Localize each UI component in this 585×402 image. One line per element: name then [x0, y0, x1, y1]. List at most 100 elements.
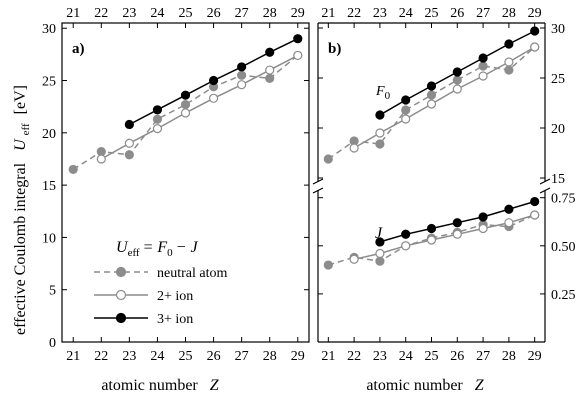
panel-a-point	[180, 108, 191, 118]
axis-break-mark	[539, 187, 551, 194]
panel-a-point	[96, 154, 106, 164]
panel-a-point	[265, 47, 275, 57]
label-j: J	[375, 225, 383, 242]
x-tick-label-top: 25	[425, 6, 439, 21]
x-tick-label: 27	[476, 349, 490, 364]
panel-a-point	[152, 124, 163, 134]
label-f0-subscript: 0	[385, 90, 391, 102]
legend-formula-rest: − J	[176, 239, 199, 256]
panel-b-f0-point	[349, 143, 359, 153]
panel-b-f0-point	[504, 57, 514, 67]
panel-a-point	[265, 73, 275, 84]
y-tick-label: 30	[42, 22, 56, 37]
panel-b-f0-point	[426, 99, 437, 109]
x-tick-label: 28	[502, 349, 516, 364]
panel-b-j-point	[478, 212, 488, 222]
panel-a-point	[293, 34, 303, 44]
x-axis-symbol: Z	[475, 377, 485, 394]
x-tick-label: 23	[373, 349, 387, 364]
panel-b-j-point	[530, 210, 540, 220]
legend-formula-eq: = F	[143, 239, 168, 256]
y-tick-label-right: 30	[551, 22, 565, 37]
panel-b-f0-point	[323, 154, 333, 164]
panel-label-b: b)	[328, 41, 341, 57]
x-tick-label-top: 26	[450, 6, 464, 21]
x-tick-label: 23	[122, 349, 136, 364]
y-axis-subscript: eff	[20, 123, 32, 135]
legend-formula-f-sub: 0	[167, 247, 173, 259]
panel-b-f0-point	[530, 26, 540, 36]
x-tick-label: 27	[235, 349, 249, 364]
panel-b-f0-point	[375, 110, 385, 120]
x-tick-label: 25	[179, 349, 193, 364]
panel-b-f0-point	[530, 42, 540, 52]
legend-marker	[115, 289, 127, 301]
y-tick-label: 20	[42, 127, 56, 142]
x-tick-label: 21	[321, 349, 335, 364]
panel-a-point	[208, 75, 219, 86]
y-tick-label: 25	[42, 75, 56, 90]
panel-b-j-line-neutral-atom	[328, 214, 536, 266]
panel-a-point	[124, 138, 134, 148]
panel-b-f0-point	[375, 139, 385, 149]
panel-b-f0-point	[401, 114, 411, 124]
panel-a-line-neutral-atom	[72, 54, 299, 171]
panel-a-point	[293, 50, 303, 61]
x-tick-label-top: 21	[66, 6, 80, 21]
y-axis-unit: [eV]	[12, 85, 29, 114]
y-tick-label-right: 0.50	[551, 240, 576, 255]
panel-a-point	[180, 90, 191, 100]
y-tick-label-right: 15	[551, 172, 565, 187]
x-tick-label: 24	[150, 349, 164, 364]
panel-b-j-point	[530, 196, 540, 207]
legend-formula: Ueff = F0− J	[116, 239, 198, 259]
label-f0-symbol: F	[375, 84, 385, 99]
panel-b-j-point	[375, 256, 385, 266]
panel-b-j-point	[452, 229, 462, 239]
legend-label: 3+ ion	[157, 312, 193, 327]
x-tick-label-top: 22	[347, 6, 361, 21]
panel-b-j-point	[504, 218, 514, 228]
panel-a-point	[237, 80, 247, 90]
y-tick-label: 5	[49, 284, 56, 299]
x-tick-label: 29	[528, 349, 542, 364]
x-tick-label-top: 29	[291, 6, 305, 21]
panel-a-point	[180, 99, 191, 110]
axis-break-mark	[312, 178, 324, 185]
panel-b-f0-point	[478, 53, 488, 63]
legend-label: 2+ ion	[157, 289, 193, 304]
x-tick-label: 22	[94, 349, 108, 364]
x-tick-label-top: 21	[321, 6, 335, 21]
y-axis-symbol: U	[12, 138, 29, 151]
x-tick-label: 25	[425, 349, 439, 364]
panel-a-point	[237, 62, 247, 72]
panel-a-point	[152, 105, 163, 115]
x-tick-label-top: 27	[476, 6, 490, 21]
panel-b-f0-point	[504, 39, 514, 49]
panel-b-f0-point	[426, 81, 437, 91]
legend-label: neutral atom	[157, 266, 227, 281]
panel-b-j-point	[401, 229, 411, 239]
x-axis-title-a: atomic number Z	[101, 377, 219, 394]
x-tick-label-top: 25	[179, 6, 193, 21]
panel-b-j-point	[426, 235, 437, 245]
panel-b-j-point	[426, 223, 437, 234]
legend-formula-u-sub: eff	[128, 247, 140, 259]
x-tick-label: 24	[399, 349, 413, 364]
panel-b-f0-point	[401, 95, 411, 105]
x-tick-label-top: 28	[502, 6, 516, 21]
x-tick-label: 29	[291, 349, 305, 364]
panel-a-point	[68, 164, 78, 175]
legend-marker	[115, 266, 127, 278]
panel-b-f0-point	[401, 105, 411, 115]
y-tick-label: 15	[42, 179, 56, 194]
x-tick-label-top: 27	[235, 6, 249, 21]
legend-marker	[115, 312, 127, 324]
panel-a-point	[208, 93, 219, 103]
panel-b-f0-point	[478, 71, 488, 81]
legend: Ueff = F0− J neutral atom 2+ ion 3+ ion	[94, 239, 227, 327]
panel-b-f0-line-neutral-atom	[327, 46, 536, 160]
y-tick-label-right: 0.75	[551, 192, 576, 207]
panel-a-point	[237, 70, 247, 80]
